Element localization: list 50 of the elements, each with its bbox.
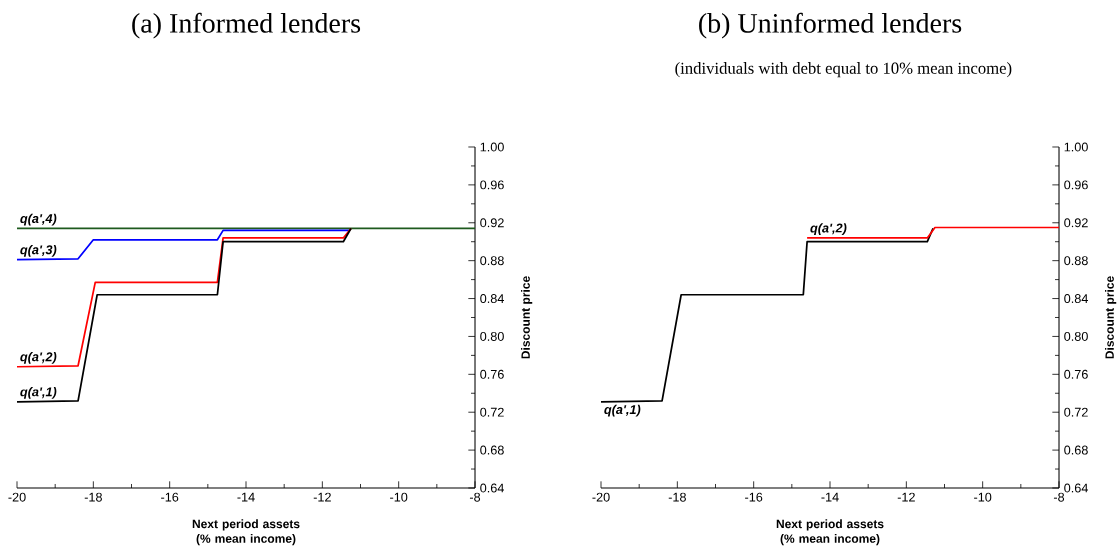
series-label: q(a',1) — [20, 387, 57, 399]
y-tick-label: 0.76 — [1064, 369, 1088, 379]
y-axis-title: Discount price — [1105, 276, 1117, 359]
y-tick-label: 0.68 — [1064, 445, 1088, 455]
x-tick-label: -14 — [237, 492, 255, 502]
series-label: q(a',2) — [810, 223, 847, 235]
x-tick-label: -12 — [313, 492, 331, 502]
y-tick-label: 0.72 — [480, 407, 504, 417]
line-series — [16, 227, 352, 368]
series-label: q(a',3) — [20, 244, 57, 257]
x-tick-label: -14 — [821, 492, 839, 502]
y-tick-label: 0.80 — [1064, 331, 1088, 341]
chart-title: (a) Informed lenders — [132, 12, 361, 39]
x-tick-label: -10 — [974, 492, 992, 502]
y-tick-label: 0.88 — [1064, 256, 1088, 266]
x-tick-label: -20 — [8, 492, 26, 502]
x-axis-title: Next period assets (% mean income) — [776, 519, 884, 546]
series-label: q(a',2) — [20, 352, 57, 364]
y-tick-label: 0.80 — [480, 331, 504, 341]
y-tick-label: 0.84 — [1064, 294, 1088, 304]
x-tick-label: -18 — [84, 492, 102, 502]
y-tick-label: 0.64 — [480, 483, 504, 493]
series-label: q(a',4) — [20, 213, 57, 226]
y-tick-label: 0.68 — [480, 445, 504, 455]
y-tick-label: 0.88 — [480, 256, 504, 266]
series-label: q(a',1) — [604, 404, 641, 417]
x-tick-label: -10 — [390, 492, 408, 502]
line-series — [16, 229, 350, 261]
y-tick-label: 0.92 — [480, 218, 504, 228]
y-tick-label: 0.64 — [1064, 483, 1088, 493]
x-axis-title: Next period assets (% mean income) — [192, 519, 300, 546]
x-tick-label: -16 — [745, 492, 763, 502]
chart-subtitle: (individuals with debt equal to 10% mean income) — [675, 62, 1012, 78]
y-tick-label: 0.96 — [480, 180, 504, 190]
x-tick-label: -12 — [897, 492, 915, 502]
x-tick-label: -16 — [161, 492, 179, 502]
x-tick-label: -8 — [469, 492, 481, 502]
y-tick-label: 1.00 — [480, 142, 504, 152]
y-tick-label: 1.00 — [1064, 142, 1088, 152]
x-tick-label: -18 — [668, 492, 686, 502]
line-series — [16, 227, 352, 403]
x-tick-label: -20 — [592, 492, 610, 502]
y-tick-label: 0.92 — [1064, 218, 1088, 228]
y-tick-label: 0.76 — [480, 369, 504, 379]
y-tick-label: 0.84 — [480, 294, 504, 304]
y-tick-label: 0.96 — [1064, 180, 1088, 190]
y-tick-label: 0.72 — [1064, 407, 1088, 417]
chart-title: (b) Uninformed lenders — [699, 12, 962, 39]
x-tick-label: -8 — [1053, 492, 1065, 502]
y-axis-title: Discount price — [521, 276, 533, 359]
